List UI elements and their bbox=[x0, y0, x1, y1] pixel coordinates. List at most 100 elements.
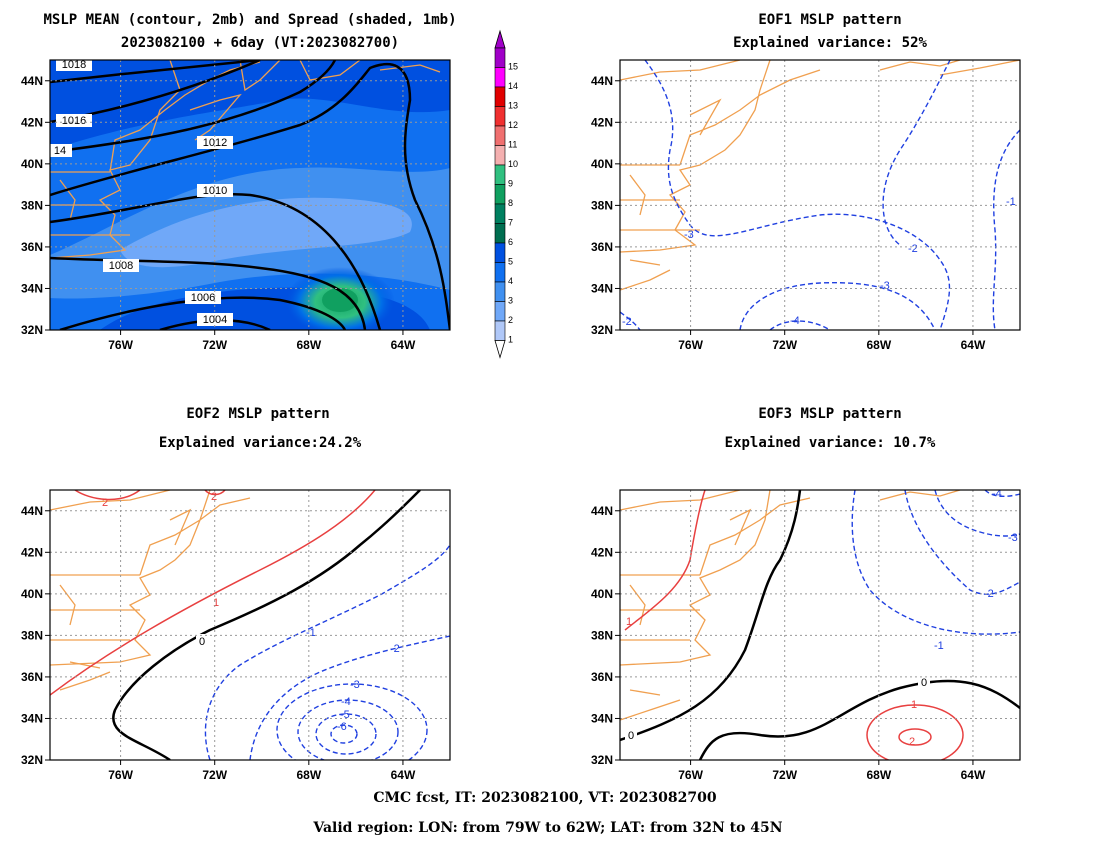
colorbar-label: 2 bbox=[508, 315, 513, 325]
colorbar-swatch bbox=[494, 203, 506, 224]
panel4-title: EOF3 MSLP pattern bbox=[758, 406, 901, 422]
panel4-map bbox=[620, 490, 1020, 760]
panel2-axes: 76W 72W 68W 64W 44N 42N 40N 38N 36N 34N 32N bbox=[591, 59, 1021, 352]
panel2-contour-labels: -1 -2 -3 -2 -3 -4 bbox=[622, 196, 1016, 328]
panel-frame bbox=[49, 489, 451, 761]
panel4-contour-0-south bbox=[698, 679, 1020, 760]
panel-frame bbox=[619, 59, 1021, 331]
panel3-contour-m6 bbox=[330, 724, 358, 744]
panel1-title: MSLP MEAN (contour, 2mb) and Spread (sha… bbox=[43, 12, 456, 28]
spread-colorbar: 15 14 13 12 11 10 9 8 7 6 5 4 3 2 1 bbox=[494, 29, 518, 359]
colorbar-swatch bbox=[494, 184, 506, 205]
panel3-contour-label: 2 bbox=[211, 491, 217, 503]
panel4-contour-label: 1 bbox=[626, 616, 632, 628]
panel3-contour-m2 bbox=[249, 635, 450, 760]
panel2-contour-label: -4 bbox=[790, 315, 800, 327]
panel1-contour-1018 bbox=[50, 60, 261, 84]
y-tick-label: 42N bbox=[591, 115, 613, 129]
panel3-contour-labels: 2 2 1 0 -1 -2 -3 -4 -5 -6 bbox=[102, 491, 400, 733]
panel3-coastline bbox=[50, 490, 251, 691]
y-tick-label: 38N bbox=[21, 628, 43, 642]
colorbar-label: 5 bbox=[508, 257, 513, 267]
colorbar-swatch bbox=[494, 67, 506, 88]
panel-frame bbox=[49, 59, 451, 331]
colorbar-swatch bbox=[494, 164, 506, 185]
y-tick-label: 42N bbox=[21, 545, 43, 559]
footer-valid-region: Valid region: LON: from 79W to 62W; LAT:… bbox=[312, 820, 782, 836]
panel3-contour-label: 1 bbox=[213, 597, 219, 609]
colorbar-label: 14 bbox=[508, 81, 518, 91]
axes-layer: 76W 72W 68W 64W 44N 42N 40N 38N 36N 34N 32N 76W 72W 6… bbox=[21, 59, 1021, 782]
panel1-contour-label: 14 bbox=[54, 145, 66, 157]
panel4-contour-m1 bbox=[851, 490, 1020, 635]
panel3-contour-label: -3 bbox=[350, 679, 360, 691]
panel3-contour-m3 bbox=[276, 683, 428, 760]
panel2-contour-label: -3 bbox=[880, 280, 890, 292]
colorbar-swatch bbox=[494, 223, 506, 244]
panel2-map bbox=[620, 60, 1020, 330]
y-tick-label: 32N bbox=[21, 323, 43, 337]
panel3-contour-m1 bbox=[204, 544, 450, 760]
panel1-contour-label: 1018 bbox=[62, 59, 86, 71]
panel2-subtitle: Explained variance: 52% bbox=[733, 35, 927, 51]
x-tick-label: 64W bbox=[961, 768, 986, 782]
panel1-axes: 76W 72W 68W 64W 44N 42N 40N 38N 36N 34N 32N bbox=[21, 59, 451, 352]
panel1-contour-label: 1016 bbox=[62, 115, 86, 127]
x-tick-label: 76W bbox=[678, 768, 703, 782]
y-tick-label: 44N bbox=[21, 504, 43, 518]
colorbar-label: 6 bbox=[508, 237, 513, 247]
y-tick-label: 34N bbox=[21, 281, 43, 295]
panel4-contour-1-west bbox=[624, 490, 706, 631]
panel1-spread-2 bbox=[120, 197, 412, 268]
panel1-contour-label: 1012 bbox=[203, 137, 227, 149]
panel2-contour-label: -2 bbox=[908, 243, 918, 255]
y-tick-label: 38N bbox=[591, 628, 613, 642]
colorbar-label: 9 bbox=[508, 179, 513, 189]
y-tick-label: 40N bbox=[591, 157, 613, 171]
colorbar-swatch bbox=[494, 47, 506, 68]
x-tick-label: 68W bbox=[296, 768, 321, 782]
colorbar-swatch bbox=[494, 106, 506, 127]
y-tick-label: 34N bbox=[591, 281, 613, 295]
y-tick-label: 34N bbox=[591, 711, 613, 725]
colorbar-swatch bbox=[494, 145, 506, 166]
panel3-axes: 76W 72W 68W 64W 44N 42N 40N 38N 36N 34N 32N bbox=[21, 489, 451, 782]
panel4-axes: 76W 72W 68W 64W 44N 42N 40N 38N 36N 34N 32N bbox=[591, 489, 1021, 782]
panel1-contour-1006 bbox=[59, 296, 347, 330]
panel3-contour-label: -2 bbox=[390, 643, 400, 655]
x-tick-label: 72W bbox=[772, 338, 797, 352]
panel3-contour-label: 2 bbox=[102, 497, 108, 509]
panel4-contour-m4 bbox=[984, 490, 1020, 498]
panel4-contour-m2 bbox=[904, 490, 1020, 595]
panel4-contour-label: -3 bbox=[1008, 532, 1018, 544]
panel3-contour-label: 0 bbox=[199, 636, 205, 648]
colorbar-label: 13 bbox=[508, 101, 518, 111]
x-tick-label: 68W bbox=[296, 338, 321, 352]
panel1-contour-label: 1006 bbox=[191, 292, 215, 304]
colorbar-label: 3 bbox=[508, 296, 513, 306]
panel4-contour-label: 2 bbox=[909, 736, 915, 748]
x-tick-label: 64W bbox=[961, 338, 986, 352]
panel4-contour-label: -4 bbox=[992, 488, 1002, 500]
panel4-contour-2-east bbox=[898, 728, 932, 746]
colorbar-swatch bbox=[494, 320, 506, 341]
panel4-contour-label: 1 bbox=[911, 699, 917, 711]
y-tick-label: 42N bbox=[21, 115, 43, 129]
y-tick-label: 38N bbox=[21, 198, 43, 212]
panel2-contour-label: -2 bbox=[622, 316, 632, 328]
y-tick-label: 40N bbox=[21, 587, 43, 601]
panel2-contour-label: -1 bbox=[1006, 196, 1016, 208]
colorbar-label: 11 bbox=[508, 140, 517, 150]
panel4-contour-label: -1 bbox=[934, 640, 944, 652]
y-tick-label: 44N bbox=[21, 74, 43, 88]
panel4-contour-label: 0 bbox=[628, 730, 634, 742]
colorbar-label: 10 bbox=[508, 159, 518, 169]
panel4-coastline bbox=[620, 490, 961, 721]
colorbar-swatch bbox=[494, 86, 506, 107]
colorbar-label: 7 bbox=[508, 218, 513, 228]
colorbar-label: 1 bbox=[508, 335, 513, 345]
panel4-contour-m3 bbox=[934, 490, 1020, 537]
y-tick-label: 36N bbox=[591, 670, 613, 684]
x-tick-label: 72W bbox=[202, 768, 227, 782]
